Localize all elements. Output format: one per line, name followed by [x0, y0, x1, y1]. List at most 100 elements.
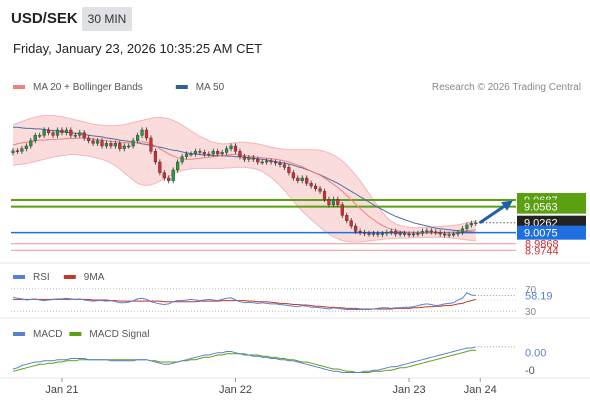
- candle-body: [91, 140, 95, 144]
- candle-body: [389, 231, 393, 233]
- candle-body: [287, 167, 291, 173]
- candle-body: [282, 164, 287, 168]
- candle-body: [207, 153, 211, 156]
- candle-body: [251, 157, 255, 160]
- x-tick-label: Jan 23: [393, 384, 426, 396]
- timeframe-button[interactable]: 30 MIN: [82, 7, 132, 31]
- candle-body: [118, 143, 122, 149]
- candle-body: [131, 140, 135, 147]
- candle-body: [238, 151, 242, 157]
- legend-label: 9MA: [84, 272, 105, 283]
- x-tick-label: Jan 24: [464, 384, 497, 396]
- x-tick-label: Jan 22: [219, 384, 252, 396]
- macd-tick-label: -0: [525, 365, 535, 377]
- candle-body: [73, 135, 77, 137]
- candle-body: [11, 150, 15, 154]
- top-bar: USD/SEK 30 MIN: [0, 0, 590, 38]
- symbol-title: USD/SEK: [11, 10, 78, 27]
- candle-body: [162, 172, 166, 179]
- candle-body: [64, 129, 68, 133]
- candle-body: [434, 231, 438, 234]
- chart-datetime: Friday, January 23, 2026 10:35:25 AM CET: [13, 41, 263, 56]
- candle-body: [469, 223, 473, 226]
- candle-body: [451, 233, 456, 236]
- rsi-tick-label: 70: [525, 285, 537, 296]
- level-tag-label: 9.0075: [524, 228, 558, 240]
- legend-swatch: [13, 85, 25, 89]
- candle-body: [144, 129, 149, 139]
- candle-body: [109, 143, 113, 147]
- candle-body: [15, 150, 20, 153]
- candle-body: [100, 140, 104, 147]
- bollinger-lower-line: [12, 154, 476, 243]
- candle-body: [345, 215, 349, 221]
- candle-body: [95, 140, 100, 144]
- legend-swatch: [13, 275, 25, 279]
- candle-body: [474, 222, 478, 225]
- candle-body: [140, 129, 144, 136]
- candle-body: [265, 160, 269, 163]
- candle-body: [104, 143, 109, 147]
- candle-body: [247, 157, 251, 160]
- candle-body: [38, 135, 42, 137]
- candle-body: [305, 177, 309, 184]
- candle-body: [216, 151, 220, 155]
- legend-swatch: [13, 332, 25, 336]
- candle-body: [407, 233, 411, 236]
- candle-body: [229, 145, 233, 149]
- candle-body: [322, 191, 327, 200]
- candle-body: [438, 232, 442, 235]
- candle-body: [273, 161, 278, 164]
- candle-body: [447, 234, 451, 236]
- candle-body: [425, 230, 429, 233]
- candle-body: [465, 224, 469, 229]
- candle-body: [113, 143, 117, 147]
- candle-body: [354, 225, 358, 232]
- candle-body: [309, 183, 313, 187]
- candle-body: [29, 140, 33, 147]
- forecast-arrow-head: [501, 200, 513, 211]
- candle-body: [398, 233, 402, 235]
- candle-body: [331, 199, 335, 205]
- candle-body: [242, 156, 246, 160]
- candle-body: [291, 172, 295, 179]
- legend-swatch: [69, 332, 82, 336]
- candle-body: [456, 232, 460, 235]
- candle-body: [82, 132, 86, 139]
- legend-label: RSI: [33, 272, 50, 283]
- candle-body: [269, 160, 273, 163]
- candle-body: [55, 129, 60, 136]
- candle-body: [193, 151, 198, 155]
- level-tag-resistance: [517, 199, 586, 214]
- candle-body: [318, 188, 322, 192]
- macd-signal-line: [12, 349, 476, 373]
- rsi-tick-label: 30: [525, 307, 537, 318]
- candle-body: [189, 153, 193, 156]
- macd-tick-label: 0.00: [525, 348, 546, 360]
- candle-body: [300, 177, 304, 181]
- support-level-label: 8.9744: [525, 245, 559, 257]
- candle-body: [296, 177, 300, 181]
- bollinger-upper-line: [12, 115, 476, 229]
- candle-body: [220, 152, 224, 155]
- candle-body: [349, 220, 353, 227]
- candle-body: [429, 230, 433, 233]
- rsi-line: [12, 292, 476, 310]
- candle-body: [394, 231, 398, 235]
- candle-body: [278, 162, 282, 165]
- attribution: Research © 2026 Trading Central: [432, 82, 581, 93]
- candle-body: [256, 159, 260, 163]
- candle-body: [24, 145, 28, 149]
- candle-body: [327, 199, 331, 205]
- candle-body: [78, 132, 82, 136]
- candle-body: [367, 233, 371, 235]
- candle-body: [371, 233, 376, 235]
- candle-body: [376, 233, 380, 235]
- level-tag-label: 9.0563: [524, 202, 558, 214]
- rsi-ma-line: [13, 298, 476, 310]
- candle-body: [362, 232, 367, 234]
- rsi-panel: RSI 9MA 70 30 58.19: [11, 272, 553, 318]
- candle-body: [358, 231, 362, 233]
- candle-body: [122, 145, 126, 149]
- candle-body: [51, 132, 55, 136]
